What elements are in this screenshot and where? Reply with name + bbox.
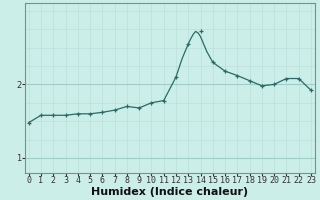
X-axis label: Humidex (Indice chaleur): Humidex (Indice chaleur) bbox=[91, 187, 248, 197]
